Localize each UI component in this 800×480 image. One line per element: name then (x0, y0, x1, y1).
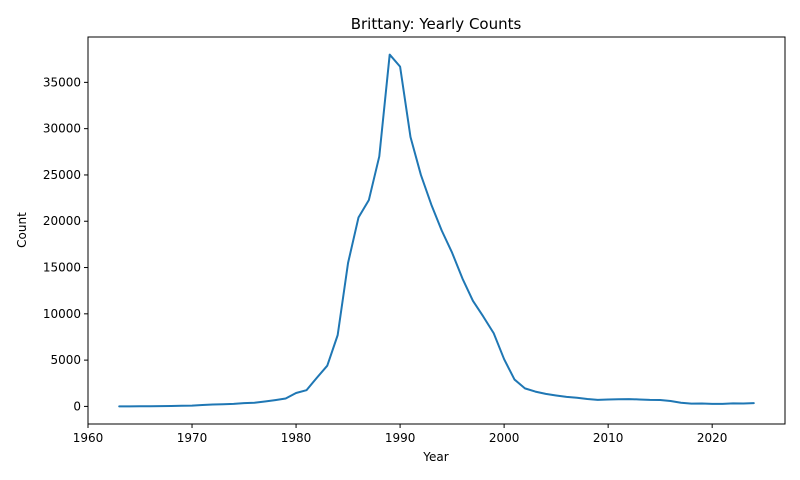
y-tick-label: 5000 (50, 353, 81, 367)
y-tick-label: 0 (73, 399, 81, 413)
x-tick-label: 2000 (489, 431, 520, 445)
x-tick-label: 1990 (385, 431, 416, 445)
y-tick-label: 35000 (43, 75, 81, 89)
series-line (118, 53, 755, 408)
x-tick-label: 2020 (697, 431, 728, 445)
y-tick-label: 10000 (43, 307, 81, 321)
plot-area-frame (87, 36, 786, 425)
x-tick-label: 1960 (73, 431, 104, 445)
y-axis: 0 5000 10000 15000 20000 25000 30000 35000 (43, 75, 88, 413)
chart-title: Brittany: Yearly Counts (351, 15, 522, 33)
y-tick-label: 20000 (43, 214, 81, 228)
x-axis: 1960 1970 1980 1990 2000 2010 2020 (73, 424, 728, 445)
y-tick-label: 30000 (43, 122, 81, 136)
x-tick-label: 2010 (593, 431, 624, 445)
x-tick-label: 1980 (281, 431, 312, 445)
y-axis-label: Count (15, 212, 29, 248)
x-axis-label: Year (422, 450, 448, 464)
x-tick-label: 1970 (177, 431, 208, 445)
y-tick-label: 15000 (43, 261, 81, 275)
y-tick-label: 25000 (43, 168, 81, 182)
